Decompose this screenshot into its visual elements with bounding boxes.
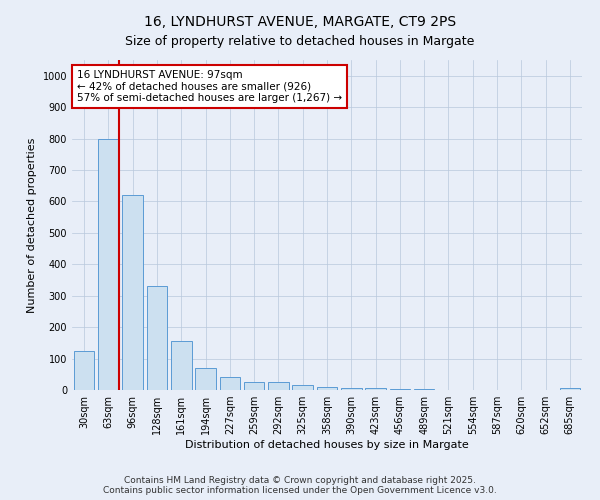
Text: Size of property relative to detached houses in Margate: Size of property relative to detached ho…	[125, 35, 475, 48]
Y-axis label: Number of detached properties: Number of detached properties	[27, 138, 37, 312]
Text: 16 LYNDHURST AVENUE: 97sqm
← 42% of detached houses are smaller (926)
57% of sem: 16 LYNDHURST AVENUE: 97sqm ← 42% of deta…	[77, 70, 342, 103]
Text: 16, LYNDHURST AVENUE, MARGATE, CT9 2PS: 16, LYNDHURST AVENUE, MARGATE, CT9 2PS	[144, 15, 456, 29]
Bar	[292, 386, 313, 390]
Bar	[389, 389, 410, 390]
Bar	[244, 382, 265, 390]
Bar	[146, 286, 167, 390]
Bar	[560, 388, 580, 390]
Bar	[317, 387, 337, 390]
Bar	[74, 350, 94, 390]
Bar	[365, 388, 386, 390]
Bar	[414, 389, 434, 390]
X-axis label: Distribution of detached houses by size in Margate: Distribution of detached houses by size …	[185, 440, 469, 450]
Bar	[122, 195, 143, 390]
Bar	[341, 388, 362, 390]
Text: Contains HM Land Registry data © Crown copyright and database right 2025.
Contai: Contains HM Land Registry data © Crown c…	[103, 476, 497, 495]
Bar	[195, 368, 216, 390]
Bar	[98, 138, 119, 390]
Bar	[171, 342, 191, 390]
Bar	[220, 378, 240, 390]
Bar	[268, 382, 289, 390]
